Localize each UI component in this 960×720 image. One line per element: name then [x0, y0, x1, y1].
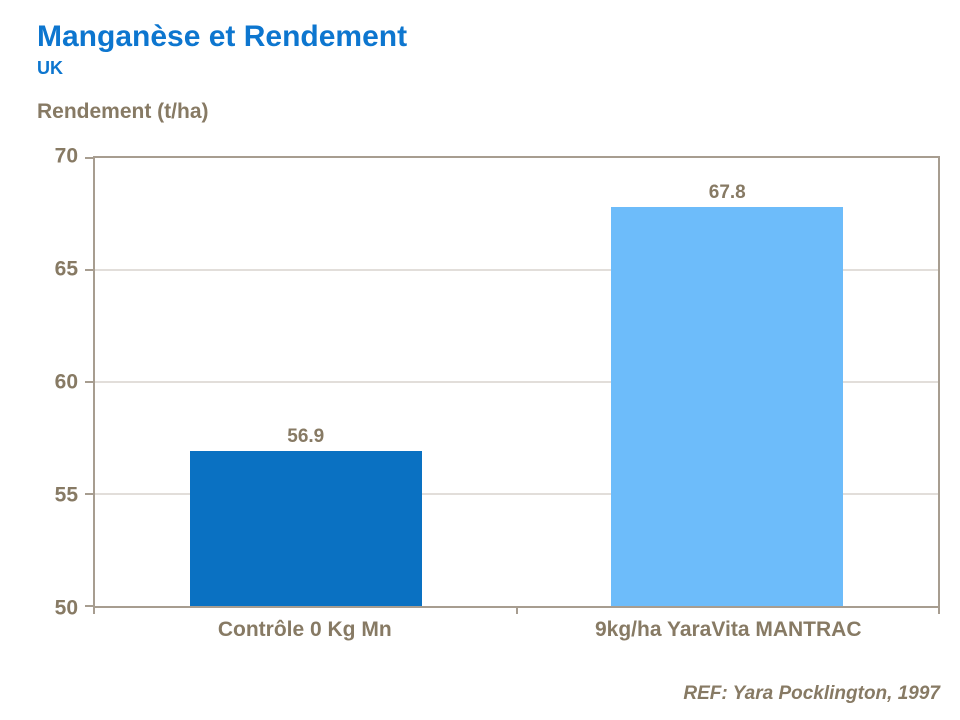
y-tick-label: 55 — [54, 483, 78, 507]
page-subtitle: UK — [37, 58, 63, 78]
bar-group-control: 56.9 — [95, 158, 517, 606]
x-tick-mark — [515, 606, 518, 614]
y-tick-label: 70 — [54, 144, 78, 168]
y-axis-title: Rendement (t/ha) — [37, 100, 209, 123]
bar-value-label-mantrac: 67.8 — [708, 182, 746, 204]
reference-text: REF: Yara Pocklington, 1997 — [683, 683, 940, 704]
y-tick-label: 60 — [54, 370, 78, 394]
bar-series: 56.9 67.8 — [95, 158, 938, 606]
gridline — [95, 269, 938, 271]
gridline — [95, 381, 938, 383]
x-axis-labels: Contrôle 0 Kg Mn 9kg/ha YaraVita MANTRAC — [93, 618, 940, 642]
y-tick-mark — [85, 605, 93, 607]
bar-value-label-control: 56.9 — [287, 426, 325, 448]
y-tick-mark — [85, 269, 93, 271]
y-tick-mark — [85, 493, 93, 495]
x-tick-mark — [938, 606, 940, 614]
y-tick-label: 65 — [54, 257, 78, 281]
x-tick-mark — [93, 606, 95, 614]
gridline — [95, 493, 938, 495]
bar-group-mantrac: 67.8 — [517, 158, 939, 606]
y-tick-label: 50 — [54, 596, 78, 620]
y-tick-mark — [85, 157, 93, 159]
bar-mantrac — [611, 207, 844, 606]
category-label-mantrac: 9kg/ha YaraVita MANTRAC — [595, 618, 862, 641]
y-axis-labels: 50 55 60 65 70 — [0, 146, 78, 619]
plot-area: 56.9 67.8 — [85, 156, 940, 614]
page-title: Manganèse et Rendement — [37, 20, 408, 53]
y-tick-mark — [85, 381, 93, 383]
bar-control — [189, 451, 422, 606]
category-label-control: Contrôle 0 Kg Mn — [217, 618, 392, 641]
